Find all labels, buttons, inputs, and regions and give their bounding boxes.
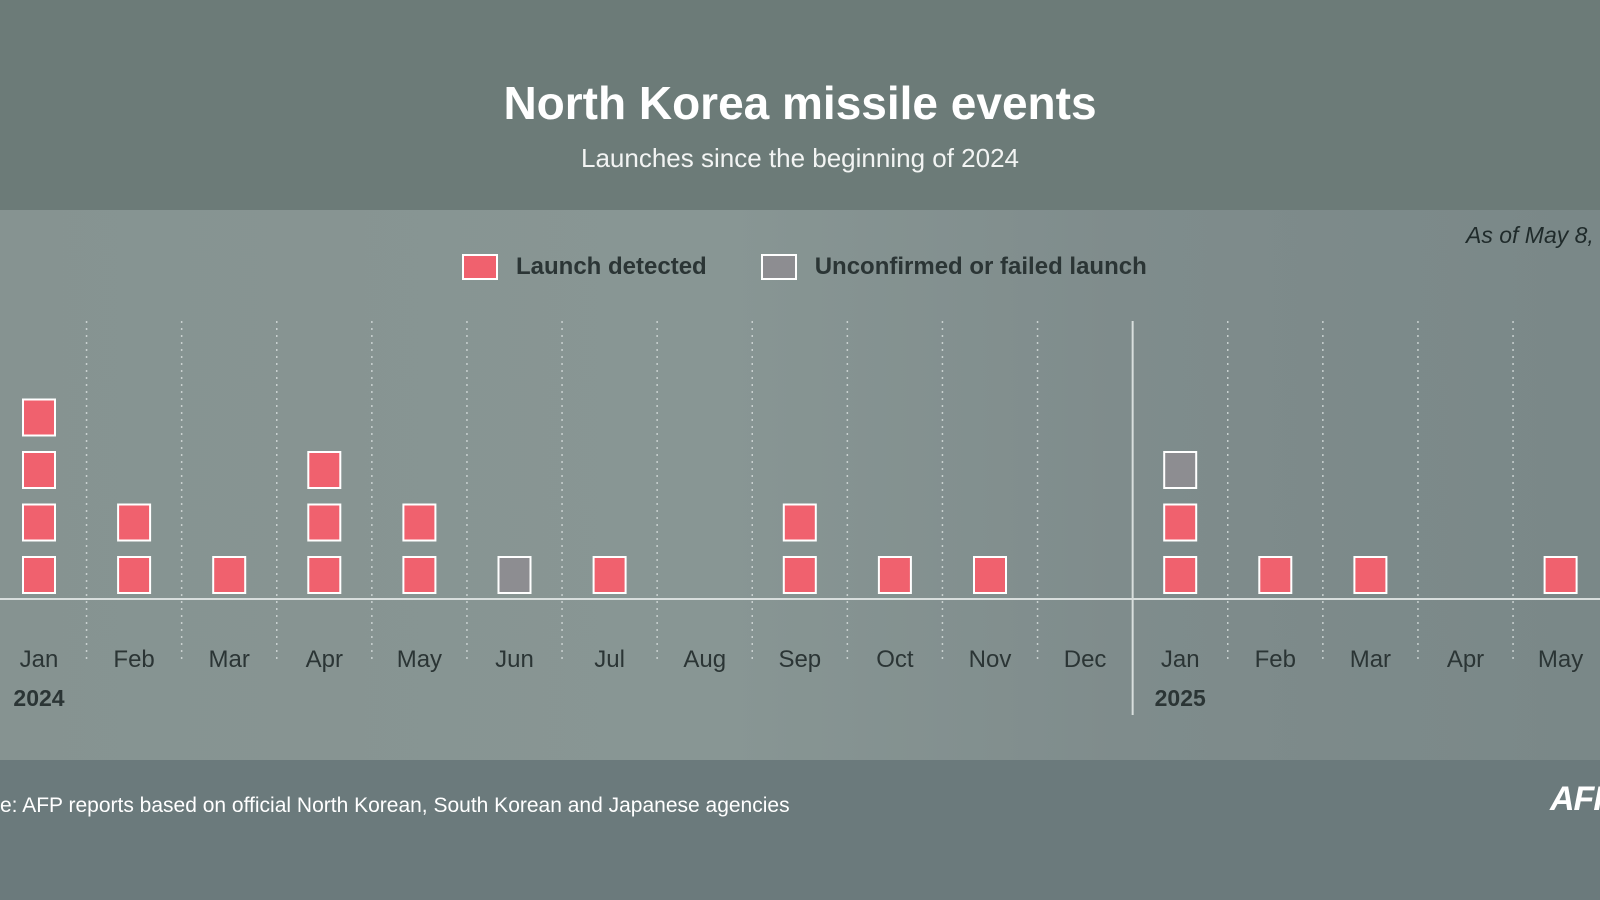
launch-detected-mark	[402, 556, 437, 594]
x-tick-label: May	[1538, 646, 1583, 673]
x-tick-label: Feb	[1255, 646, 1296, 673]
launch-detected-mark	[1353, 556, 1388, 594]
x-tick-label: Nov	[969, 646, 1012, 673]
launch-detected-mark	[1543, 556, 1578, 594]
launch-detected-mark	[307, 451, 342, 489]
year-label: 2025	[1155, 685, 1206, 711]
launch-detected-mark	[117, 556, 152, 594]
unconfirmed-launch-mark	[1163, 451, 1198, 489]
x-tick-label: Sep	[778, 646, 821, 673]
launch-detected-mark	[1163, 503, 1198, 542]
unconfirmed-launch-mark	[497, 556, 532, 594]
legend-item-launch-detected: Launch detected	[462, 253, 707, 281]
legend-item-unconfirmed-or-failed: Unconfirmed or failed launch	[760, 253, 1147, 281]
as-of-note: As of May 8, 2	[1466, 222, 1600, 248]
launch-detected-mark	[1258, 556, 1293, 594]
legend-label-launch-detected: Launch detected	[516, 253, 707, 280]
launch-detected-mark	[782, 556, 817, 594]
x-tick-label: Mar	[209, 646, 250, 673]
legend-label-unconfirmed-or-failed: Unconfirmed or failed launch	[814, 253, 1147, 280]
legend-swatch-unconfirmed-or-failed	[760, 254, 797, 280]
launch-detected-mark	[877, 556, 912, 594]
launch-detected-mark	[1163, 556, 1198, 594]
launch-detected-mark	[22, 556, 56, 594]
launch-detected-mark	[117, 503, 152, 542]
launch-detected-mark	[307, 503, 342, 542]
year-label: 2024	[13, 685, 64, 711]
launch-detected-mark	[402, 503, 437, 542]
x-tick-label: May	[397, 646, 442, 673]
x-tick-label: Oct	[876, 646, 914, 673]
x-tick-label: Jan	[20, 646, 59, 673]
afp-logo: AFI	[1550, 780, 1600, 818]
x-tick-label: Jun	[495, 646, 534, 673]
footer-band	[0, 760, 1600, 900]
x-tick-label: Apr	[1447, 646, 1484, 673]
header-band: North Korea missile events Launches sinc…	[0, 0, 1600, 210]
launch-detected-mark	[212, 556, 247, 594]
launch-detected-mark	[22, 398, 56, 437]
chart-subtitle: Launches since the beginning of 2024	[580, 143, 1019, 173]
launch-detected-mark	[592, 556, 627, 594]
x-tick-label: Jan	[1161, 646, 1200, 673]
launch-detected-mark	[782, 503, 817, 542]
legend: Launch detected Unconfirmed or failed la…	[462, 252, 1201, 282]
launch-detected-mark	[22, 451, 56, 489]
x-tick-label: Mar	[1350, 646, 1391, 673]
x-tick-label: Dec	[1064, 646, 1107, 673]
x-tick-label: Apr	[306, 646, 343, 673]
x-tick-label: Jul	[594, 646, 625, 673]
legend-swatch-launch-detected	[462, 254, 498, 280]
launch-detected-mark	[22, 503, 56, 542]
x-tick-label: Aug	[683, 646, 726, 673]
launch-detected-mark	[973, 556, 1007, 594]
chart-title: North Korea missile events	[503, 77, 1097, 129]
source-note: e: AFP reports based on official North K…	[0, 794, 790, 817]
launch-detected-mark	[307, 556, 342, 594]
x-tick-label: Feb	[113, 646, 154, 673]
chart-panel	[0, 210, 1600, 760]
